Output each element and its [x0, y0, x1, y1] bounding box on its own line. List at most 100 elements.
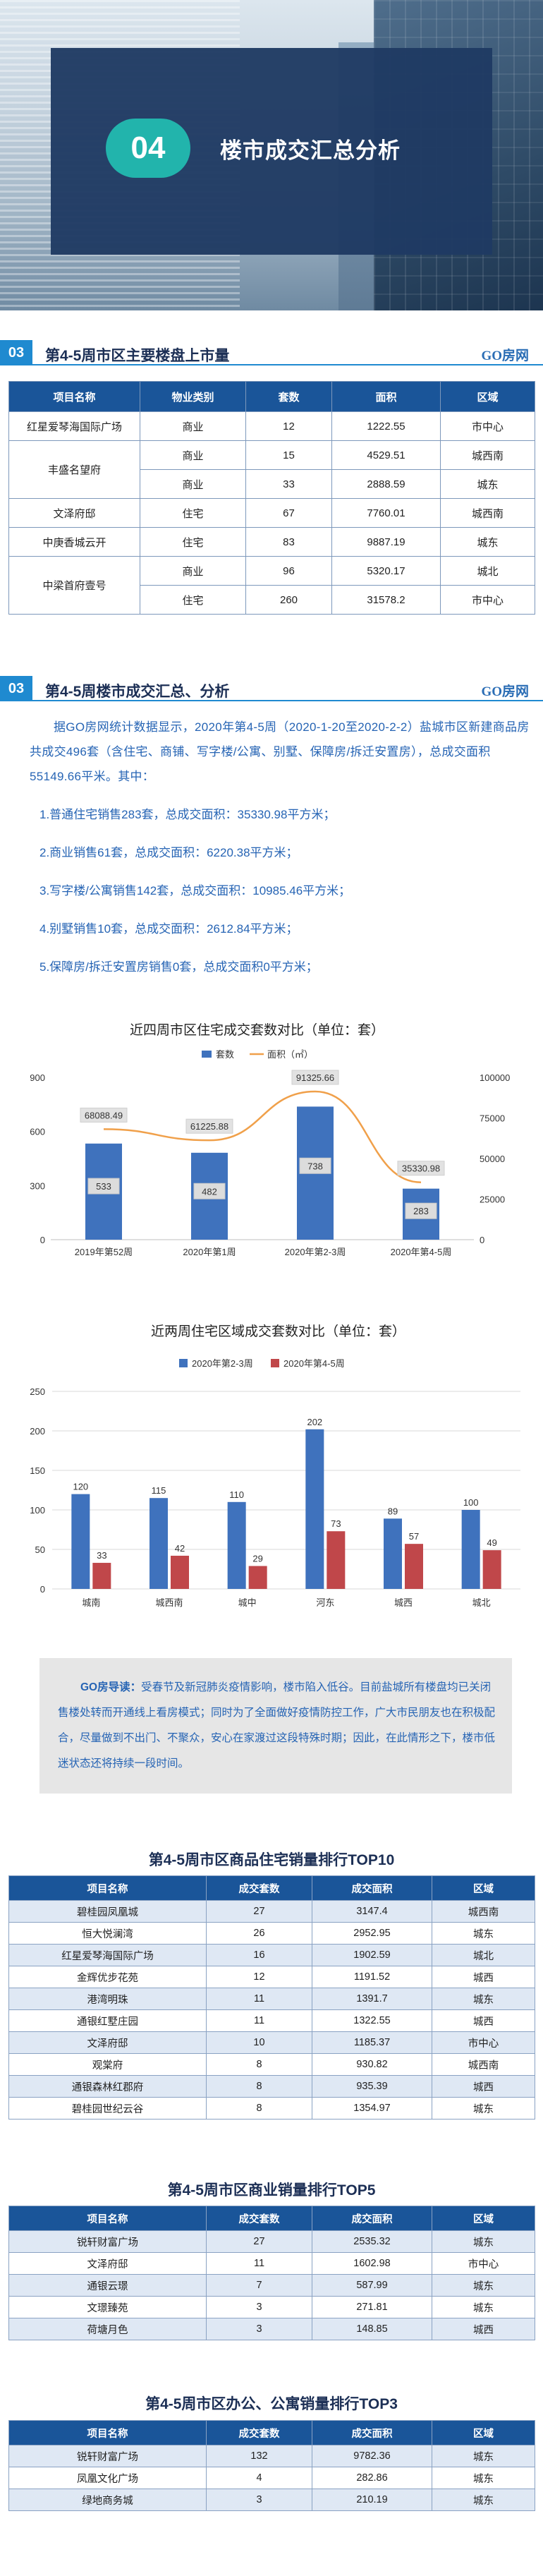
- ranking-title-commercial: 第4-5周市区商业销量排行TOP5: [167, 2182, 376, 2199]
- project-name: 中庚香城云开: [8, 527, 140, 557]
- bar-value-label: 202: [307, 1417, 322, 1427]
- deal-area: 9782.36: [312, 2445, 432, 2467]
- project-name: 金辉优步花苑: [8, 1966, 207, 1988]
- table-row: 恒大悦澜湾 26 2952.95 城东: [8, 1922, 535, 1945]
- table-row: 绿地商务城 3 210.19 城东: [8, 2489, 535, 2511]
- legend-label-units: 套数: [216, 1049, 234, 1060]
- column-header: 区域: [432, 2206, 535, 2231]
- bar-series1: [305, 1429, 324, 1589]
- deal-count: 12: [206, 1966, 312, 1988]
- summary-item: 4.别墅销售10套，总成交面积：2612.84平方米；: [39, 922, 298, 936]
- chart-svg: 套数 面积（㎡） 0 300 600 900 0 25000 50000 75000 100000 2…: [30, 1049, 510, 1257]
- table-row: 港湾明珠 11 1391.7 城东: [8, 1988, 535, 2010]
- guide-note-text: GO房导读：受春节及新冠肺炎疫情影响，楼市陷入低谷。目前盐城所有楼盘均已关闭售楼…: [58, 1675, 498, 1777]
- region: 城北: [432, 1944, 535, 1966]
- property-type: 住宅: [140, 585, 246, 615]
- x-tick-label: 河东: [316, 1597, 334, 1608]
- bar-value-label: 49: [487, 1537, 496, 1548]
- bar-value-label: 738: [307, 1161, 323, 1171]
- bar-value-label: 482: [202, 1186, 217, 1197]
- section-header-listings: 03 第4-5周市区主要楼盘上市量 GO房网: [0, 340, 543, 365]
- hero-number-badge: 04: [106, 119, 190, 178]
- deal-area: 930.82: [312, 2053, 432, 2076]
- bar-value-label: 283: [413, 1206, 429, 1216]
- project-name: 恒大悦澜湾: [8, 1922, 207, 1945]
- table-row: 红星爱琴海国际广场 商业 12 1222.55 市中心: [8, 411, 535, 441]
- section-title: 第4-5周楼市成交汇总、分析: [45, 684, 230, 700]
- column-header: 区域: [432, 2420, 535, 2445]
- brand-logo-text: GO房网: [481, 684, 529, 699]
- table-row: 凤凰文化广场 4 282.86 城东: [8, 2467, 535, 2489]
- area-value: 31578.2: [331, 585, 441, 615]
- table-row: 碧桂园凤凰城 27 3147.4 城西南: [8, 1900, 535, 1923]
- x-tick-label: 城南: [82, 1597, 100, 1608]
- bar-value-label: 33: [97, 1550, 106, 1561]
- bar-series2: [482, 1550, 501, 1589]
- region: 城西南: [432, 1900, 535, 1923]
- x-tick-label: 2020年第2-3周: [285, 1247, 346, 1257]
- legend-label-series1: 2020年第2-3周: [192, 1358, 253, 1369]
- legend-swatch-series1: [179, 1359, 188, 1367]
- deal-area: 2535.32: [312, 2230, 432, 2253]
- bar-value-label: 42: [175, 1543, 185, 1554]
- line-area: [103, 1090, 422, 1183]
- unit-count: 12: [245, 411, 332, 441]
- deal-count: 27: [206, 2230, 312, 2253]
- region: 城西南: [440, 498, 535, 528]
- region: 市中心: [432, 2031, 535, 2054]
- bar-series2: [327, 1531, 346, 1589]
- y-tick-label: 200: [30, 1426, 45, 1437]
- bar-series2: [405, 1544, 423, 1589]
- area-value: 4529.51: [331, 440, 441, 470]
- deal-area: 935.39: [312, 2075, 432, 2098]
- deal-count: 27: [206, 1900, 312, 1923]
- region: 城西南: [440, 440, 535, 470]
- legend-label-series2: 2020年第4-5周: [283, 1358, 345, 1369]
- bar-value-label: 115: [152, 1485, 166, 1496]
- line-value-box: [185, 1118, 233, 1134]
- unit-count: 83: [245, 527, 332, 557]
- deal-count: 10: [206, 2031, 312, 2054]
- project-name: 绿地商务城: [8, 2489, 207, 2511]
- bar-series1: [150, 1498, 168, 1589]
- y-right-tick-label: 25000: [480, 1195, 505, 1205]
- y-tick-label: 100: [30, 1505, 45, 1516]
- project-name: 通银云璟: [8, 2274, 207, 2297]
- deal-count: 11: [206, 1988, 312, 2010]
- region: 城东: [432, 1922, 535, 1945]
- table-row: 观棠府 8 930.82 城西南: [8, 2053, 535, 2076]
- bar-series2: [248, 1566, 267, 1589]
- legend-label-area: 面积（㎡）: [267, 1049, 313, 1060]
- region: 城东: [432, 2445, 535, 2467]
- section-header-summary: 03 第4-5周楼市成交汇总、分析 GO房网: [0, 676, 543, 701]
- x-tick-label: 2020年第1周: [183, 1247, 236, 1257]
- deal-count: 4: [206, 2467, 312, 2489]
- line-value-label: 68088.49: [85, 1110, 123, 1120]
- property-type: 商业: [140, 440, 246, 470]
- project-name: 碧桂园世纪云谷: [8, 2097, 207, 2120]
- project-name: 港湾明珠: [8, 1988, 207, 2010]
- summary-paragraph: 据GO房网统计数据显示，2020年第4-5周（2020-1-20至2020-2-…: [30, 720, 530, 783]
- bar-series1: [71, 1494, 90, 1589]
- summary-item: 5.保障房/拆迁安置房销售0套，总成交面积0平方米；: [39, 960, 318, 974]
- area-value: 2888.59: [331, 469, 441, 499]
- x-tick-label: 2019年第52周: [75, 1247, 133, 1257]
- line-value-box: [80, 1107, 128, 1123]
- bar-series1: [461, 1510, 480, 1589]
- region: 城东: [432, 2296, 535, 2318]
- project-name: 丰盛名望府: [8, 440, 140, 499]
- region: 城东: [432, 2467, 535, 2489]
- table-row: 通银森林红郡府 8 935.39 城西: [8, 2075, 535, 2098]
- project-name: 通银森林红郡府: [8, 2075, 207, 2098]
- project-name: 文泽府邸: [8, 2252, 207, 2275]
- line-value-label: 61225.88: [190, 1121, 228, 1132]
- project-name: 锐轩财富广场: [8, 2230, 207, 2253]
- area-value: 9887.19: [331, 527, 441, 557]
- bar-value-label: 110: [229, 1489, 244, 1500]
- table-row: 荷塘月色 3 148.85 城西: [8, 2318, 535, 2340]
- table-row: 商业 33 2888.59 城东: [9, 469, 535, 499]
- project-name: 观棠府: [8, 2053, 207, 2076]
- summary-item: 3.写字楼/公寓销售142套，总成交面积：10985.46平方米；: [39, 884, 351, 897]
- table-row: 文泽府邸 11 1602.98 市中心: [8, 2252, 535, 2275]
